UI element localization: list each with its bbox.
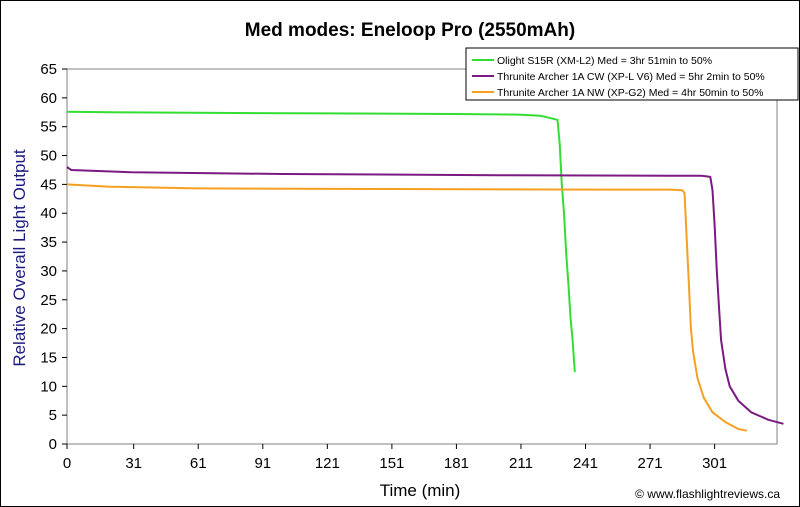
series-line-3 <box>66 183 748 432</box>
y-tick-label: 60 <box>40 90 57 107</box>
legend-label-3: Thrunite Archer 1A NW (XP-G2) Med = 4hr … <box>497 87 763 99</box>
y-tick-label: 0 <box>49 436 57 453</box>
x-tick-label: 241 <box>573 455 598 472</box>
y-tick-label: 45 <box>40 176 57 193</box>
credit-text: © www.flashlightreviews.ca <box>635 487 780 501</box>
y-tick-label: 55 <box>40 119 57 136</box>
x-tick-label: 271 <box>638 455 663 472</box>
x-tick-label: 121 <box>315 455 340 472</box>
x-tick-label: 91 <box>254 455 271 472</box>
legend-label-1: Olight S15R (XM-L2) Med = 3hr 51min to 5… <box>497 55 712 67</box>
x-tick-label: 211 <box>509 455 533 472</box>
y-tick-label: 5 <box>49 407 57 424</box>
y-tick-label: 35 <box>40 234 57 251</box>
y-tick-label: 10 <box>40 378 57 395</box>
legend-box <box>465 47 799 101</box>
y-tick-label: 50 <box>40 148 57 165</box>
y-tick-label: 20 <box>40 321 57 338</box>
y-tick-label: 25 <box>40 292 57 309</box>
y-tick-label: 65 <box>40 61 57 78</box>
legend: Olight S15R (XM-L2) Med = 3hr 51min to 5… <box>465 47 799 101</box>
y-tick-label: 40 <box>40 205 57 222</box>
legend-label-2: Thrunite Archer 1A CW (XP-L V6) Med = 5h… <box>497 71 765 83</box>
y-tick-label: 15 <box>40 349 57 366</box>
x-axis: 0 31 61 91 121 151 181 211 241 271 301 <box>63 444 727 472</box>
series-lines <box>66 110 784 432</box>
x-tick-label: 301 <box>702 455 727 472</box>
x-tick-label: 31 <box>125 455 142 472</box>
y-axis-label: Relative Overall Light Output <box>10 149 29 367</box>
x-tick-label: 61 <box>190 455 207 472</box>
y-tick-label: 30 <box>40 263 57 280</box>
y-axis: 0 5 10 15 20 25 30 35 40 45 50 55 60 65 <box>40 61 67 453</box>
x-tick-label: 151 <box>379 455 404 472</box>
series-line-2 <box>66 166 784 425</box>
series-line-1 <box>66 110 576 372</box>
plot-area <box>66 68 778 445</box>
x-axis-label: Time (min) <box>380 481 461 500</box>
x-tick-label: 181 <box>444 455 469 472</box>
x-tick-label: 0 <box>63 455 71 472</box>
chart-title: Med modes: Eneloop Pro (2550mAh) <box>245 20 575 41</box>
